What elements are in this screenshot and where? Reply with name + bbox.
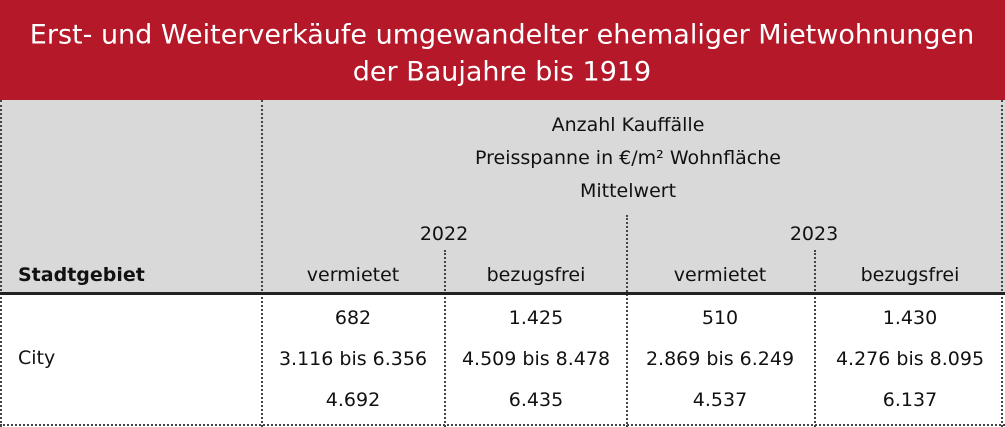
cell: 1.425 [508,307,564,329]
row-label: City [18,347,56,369]
header-area [0,100,1005,293]
cell: 6.137 [882,389,938,411]
border [1001,100,1003,427]
year: 2022 [419,223,469,245]
title-line: Erst- und Weiterverkäufe umgewandelter e… [29,19,975,51]
row-header: Stadtgebiet [18,264,145,286]
year: 2023 [789,223,839,245]
cell: 510 [701,307,739,329]
column-header: bezugsfrei [860,264,960,286]
cell: 4.537 [692,389,748,411]
title-line: der Baujahre bis 1919 [352,56,652,88]
cell: 682 [334,307,372,329]
border [444,250,446,427]
column-header: vermietet [673,264,767,286]
cell: 6.435 [508,389,564,411]
header-rule [0,292,1005,295]
border [0,100,2,427]
border [0,424,1005,426]
border [814,250,816,427]
measure: Anzahl Kauffälle [551,114,705,136]
cell: 3.116 bis 6.356 [278,348,428,370]
cell: 4.276 bis 8.095 [835,348,985,370]
column-header: vermietet [306,264,400,286]
measure: Mittelwert [579,180,677,202]
cell: 4.509 bis 8.478 [461,348,611,370]
border [261,100,263,427]
border [626,215,628,427]
cell: 1.430 [882,307,938,329]
title-bar: Erst- und Weiterverkäufe umgewandelter e… [0,0,1005,100]
column-header: bezugsfrei [486,264,586,286]
cell: 4.692 [325,389,381,411]
cell: 2.869 bis 6.249 [645,348,795,370]
measure: Preisspanne in €/m² Wohnfläche [475,147,781,169]
